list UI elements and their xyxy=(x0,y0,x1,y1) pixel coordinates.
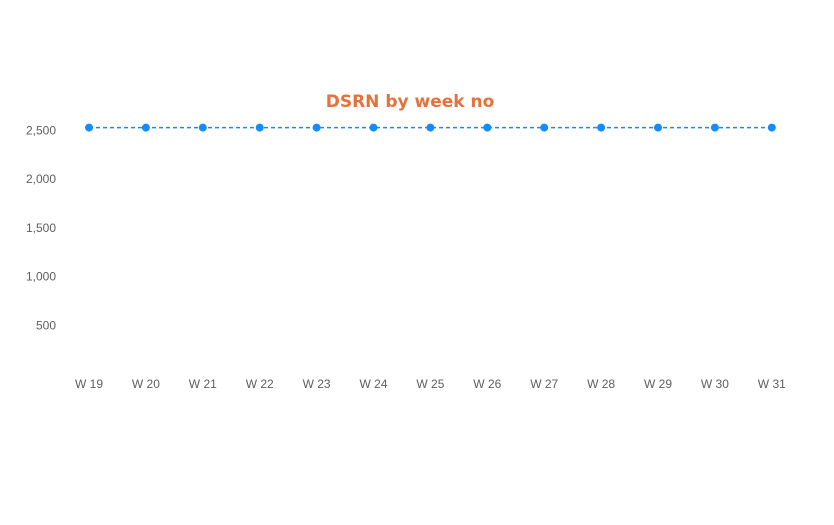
x-tick-label: W 19 xyxy=(75,377,103,391)
y-tick-label: 1,500 xyxy=(26,221,56,235)
x-tick-label: W 29 xyxy=(644,377,672,391)
y-axis: 500 1,000 1,500 2,000 2,500 xyxy=(26,124,56,333)
x-tick-label: W 22 xyxy=(246,377,274,391)
data-point[interactable] xyxy=(654,123,662,132)
chart-title: DSRN by week no xyxy=(326,92,495,112)
x-tick-label: W 26 xyxy=(473,377,501,391)
data-point[interactable] xyxy=(312,123,321,132)
data-point[interactable] xyxy=(597,123,606,132)
y-tick-label: 1,000 xyxy=(26,270,56,284)
data-points xyxy=(85,123,776,132)
x-tick-label: W 20 xyxy=(132,377,160,391)
data-point[interactable] xyxy=(255,123,264,132)
x-tick-label: W 24 xyxy=(359,377,387,391)
data-point[interactable] xyxy=(710,123,719,132)
data-point[interactable] xyxy=(540,123,549,132)
data-point[interactable] xyxy=(85,123,93,132)
x-tick-label: W 27 xyxy=(530,377,558,391)
y-tick-label: 2,000 xyxy=(26,172,56,186)
data-point[interactable] xyxy=(426,123,435,132)
x-tick-label: W 23 xyxy=(303,377,331,391)
data-point[interactable] xyxy=(483,123,492,132)
data-point[interactable] xyxy=(369,123,378,132)
x-tick-label: W 21 xyxy=(189,377,217,391)
y-tick-label: 500 xyxy=(36,318,56,332)
x-axis: W 19 W 20 W 21 W 22 W 23 W 24 W 25 W 26 W 27 W 28… xyxy=(75,377,786,391)
x-tick-label: W 28 xyxy=(587,377,615,391)
data-point[interactable] xyxy=(767,123,776,132)
data-point[interactable] xyxy=(198,123,207,132)
x-tick-label: W 31 xyxy=(758,377,786,391)
y-tick-label: 2,500 xyxy=(26,124,56,138)
data-point[interactable] xyxy=(141,123,150,132)
x-tick-label: W 30 xyxy=(701,377,729,391)
x-tick-label: W 25 xyxy=(416,377,444,391)
